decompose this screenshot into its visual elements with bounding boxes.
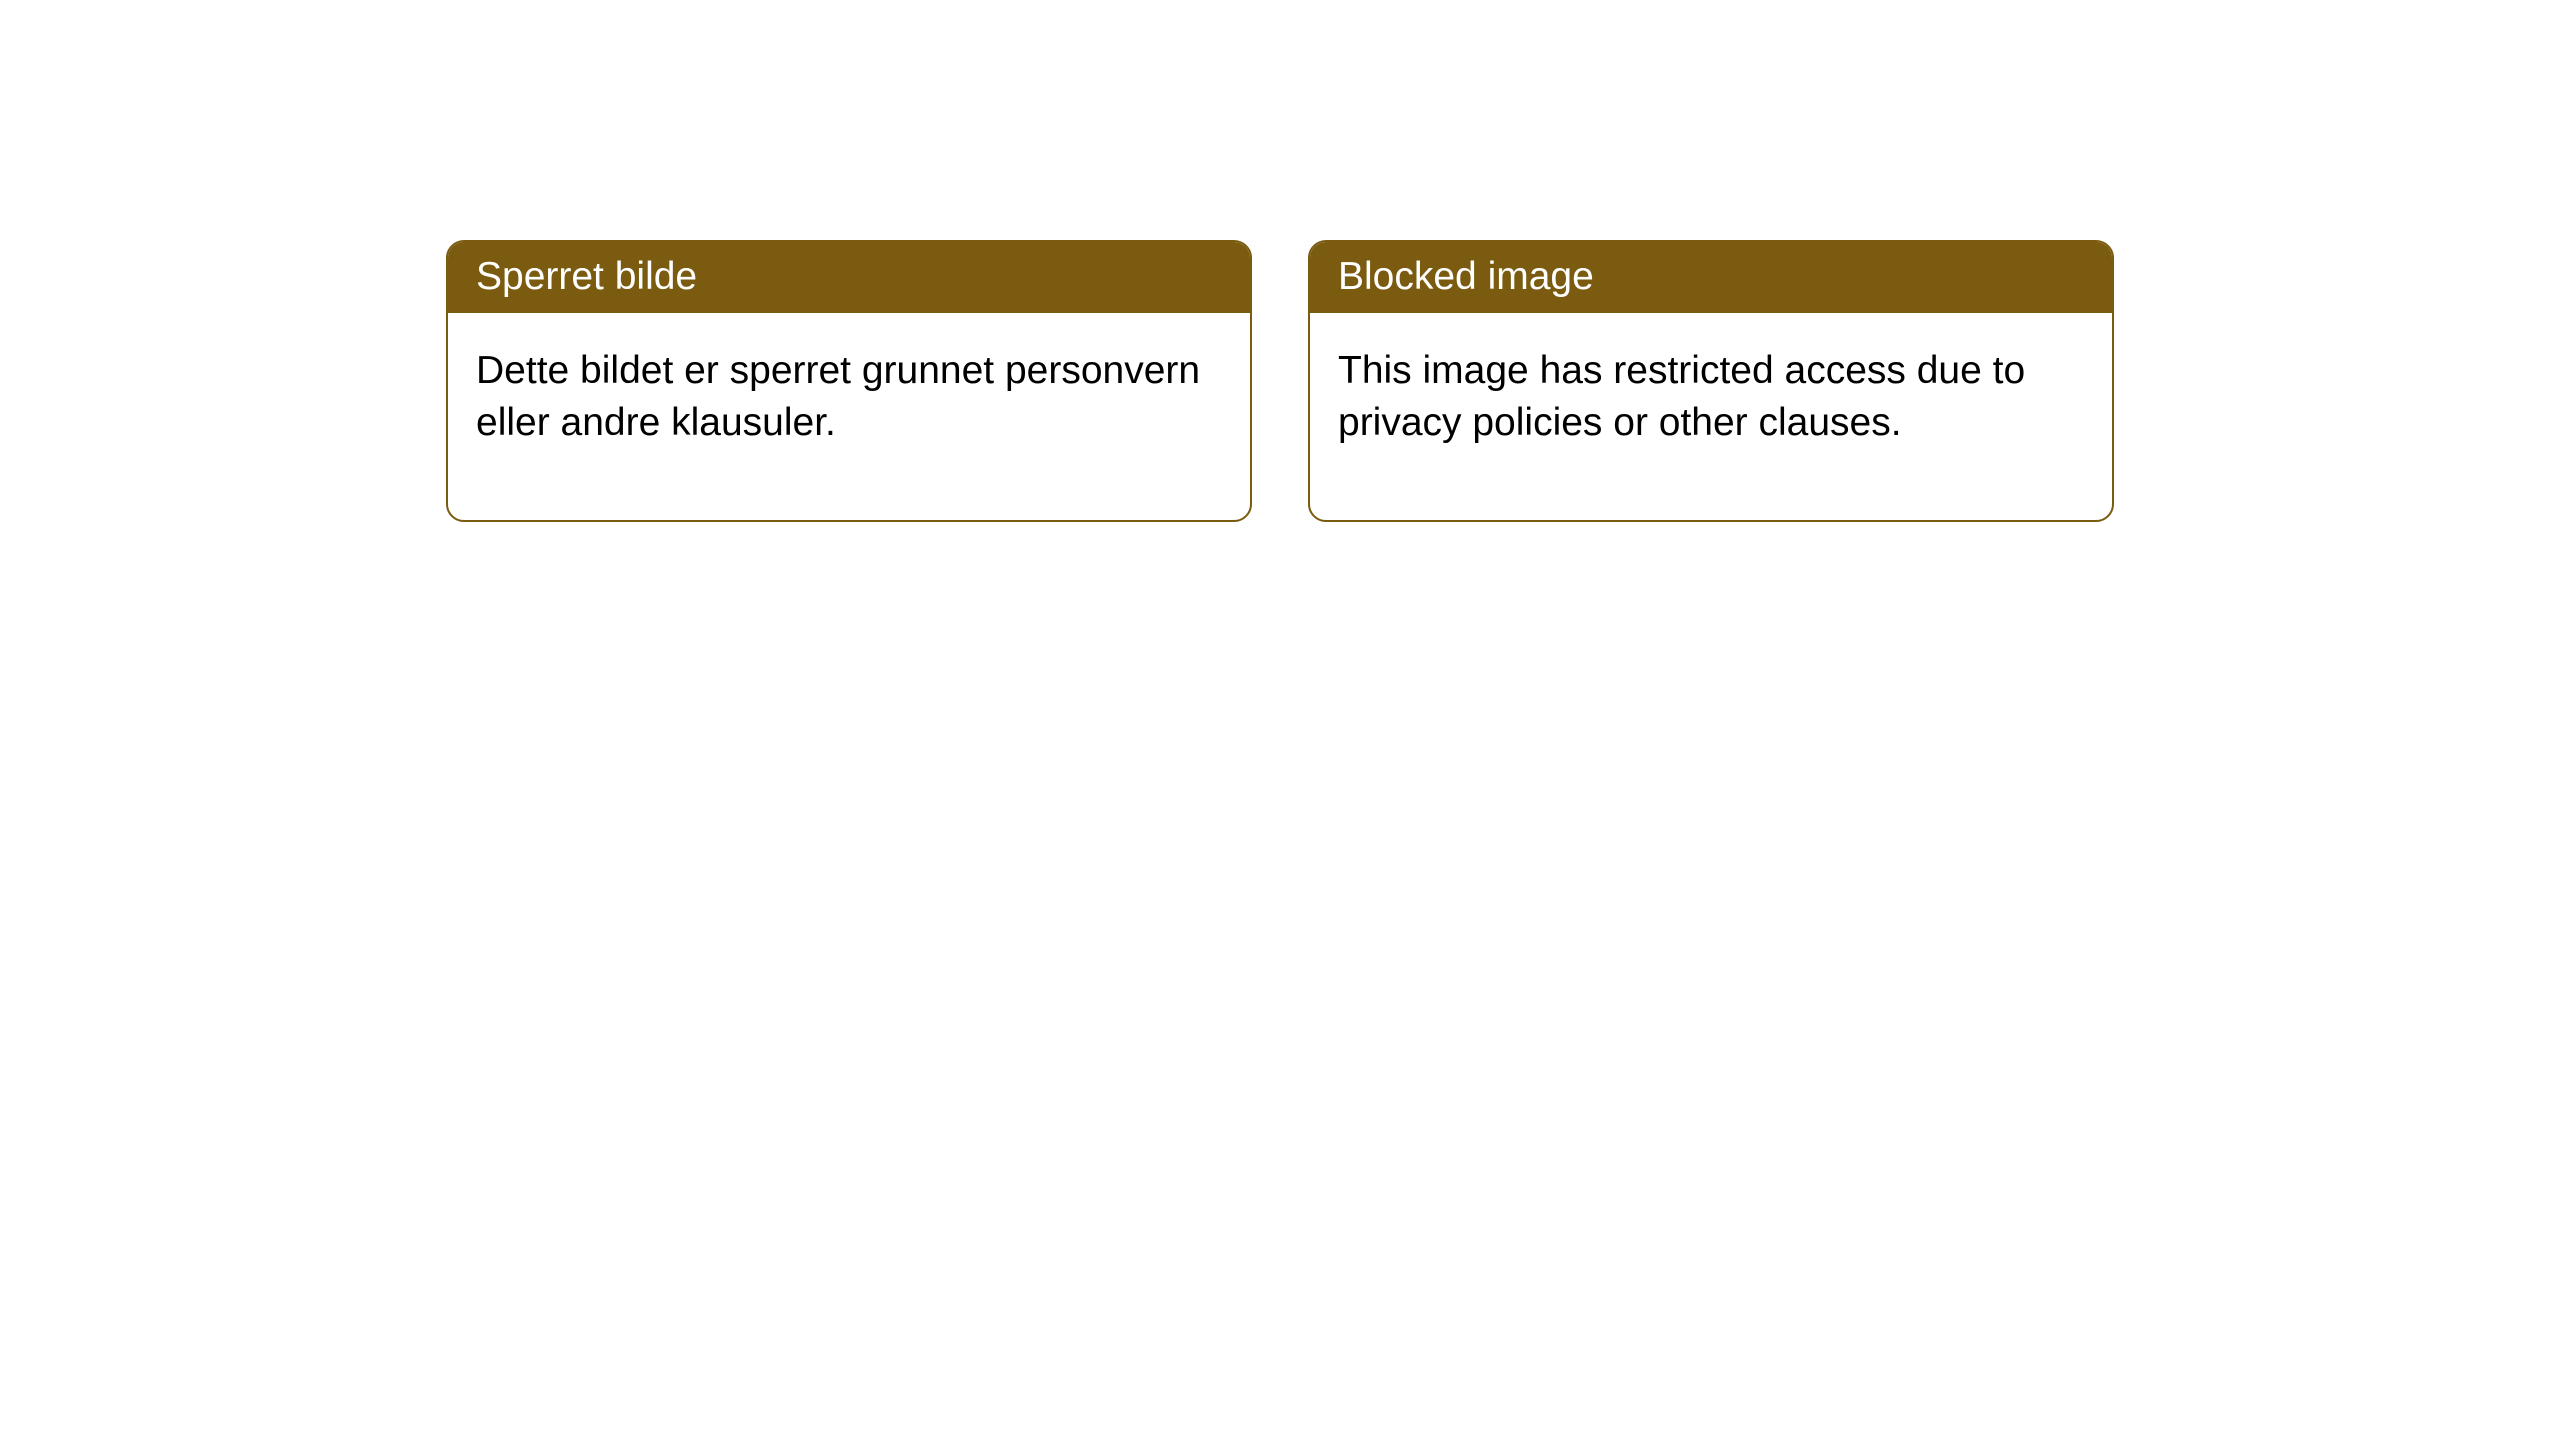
- notice-card-no: Sperret bilde Dette bildet er sperret gr…: [446, 240, 1252, 522]
- notice-header-en: Blocked image: [1310, 242, 2112, 313]
- notice-body-en: This image has restricted access due to …: [1310, 313, 2112, 520]
- notice-body-no: Dette bildet er sperret grunnet personve…: [448, 313, 1250, 520]
- notice-card-en: Blocked image This image has restricted …: [1308, 240, 2114, 522]
- notice-container: Sperret bilde Dette bildet er sperret gr…: [0, 0, 2560, 522]
- notice-header-no: Sperret bilde: [448, 242, 1250, 313]
